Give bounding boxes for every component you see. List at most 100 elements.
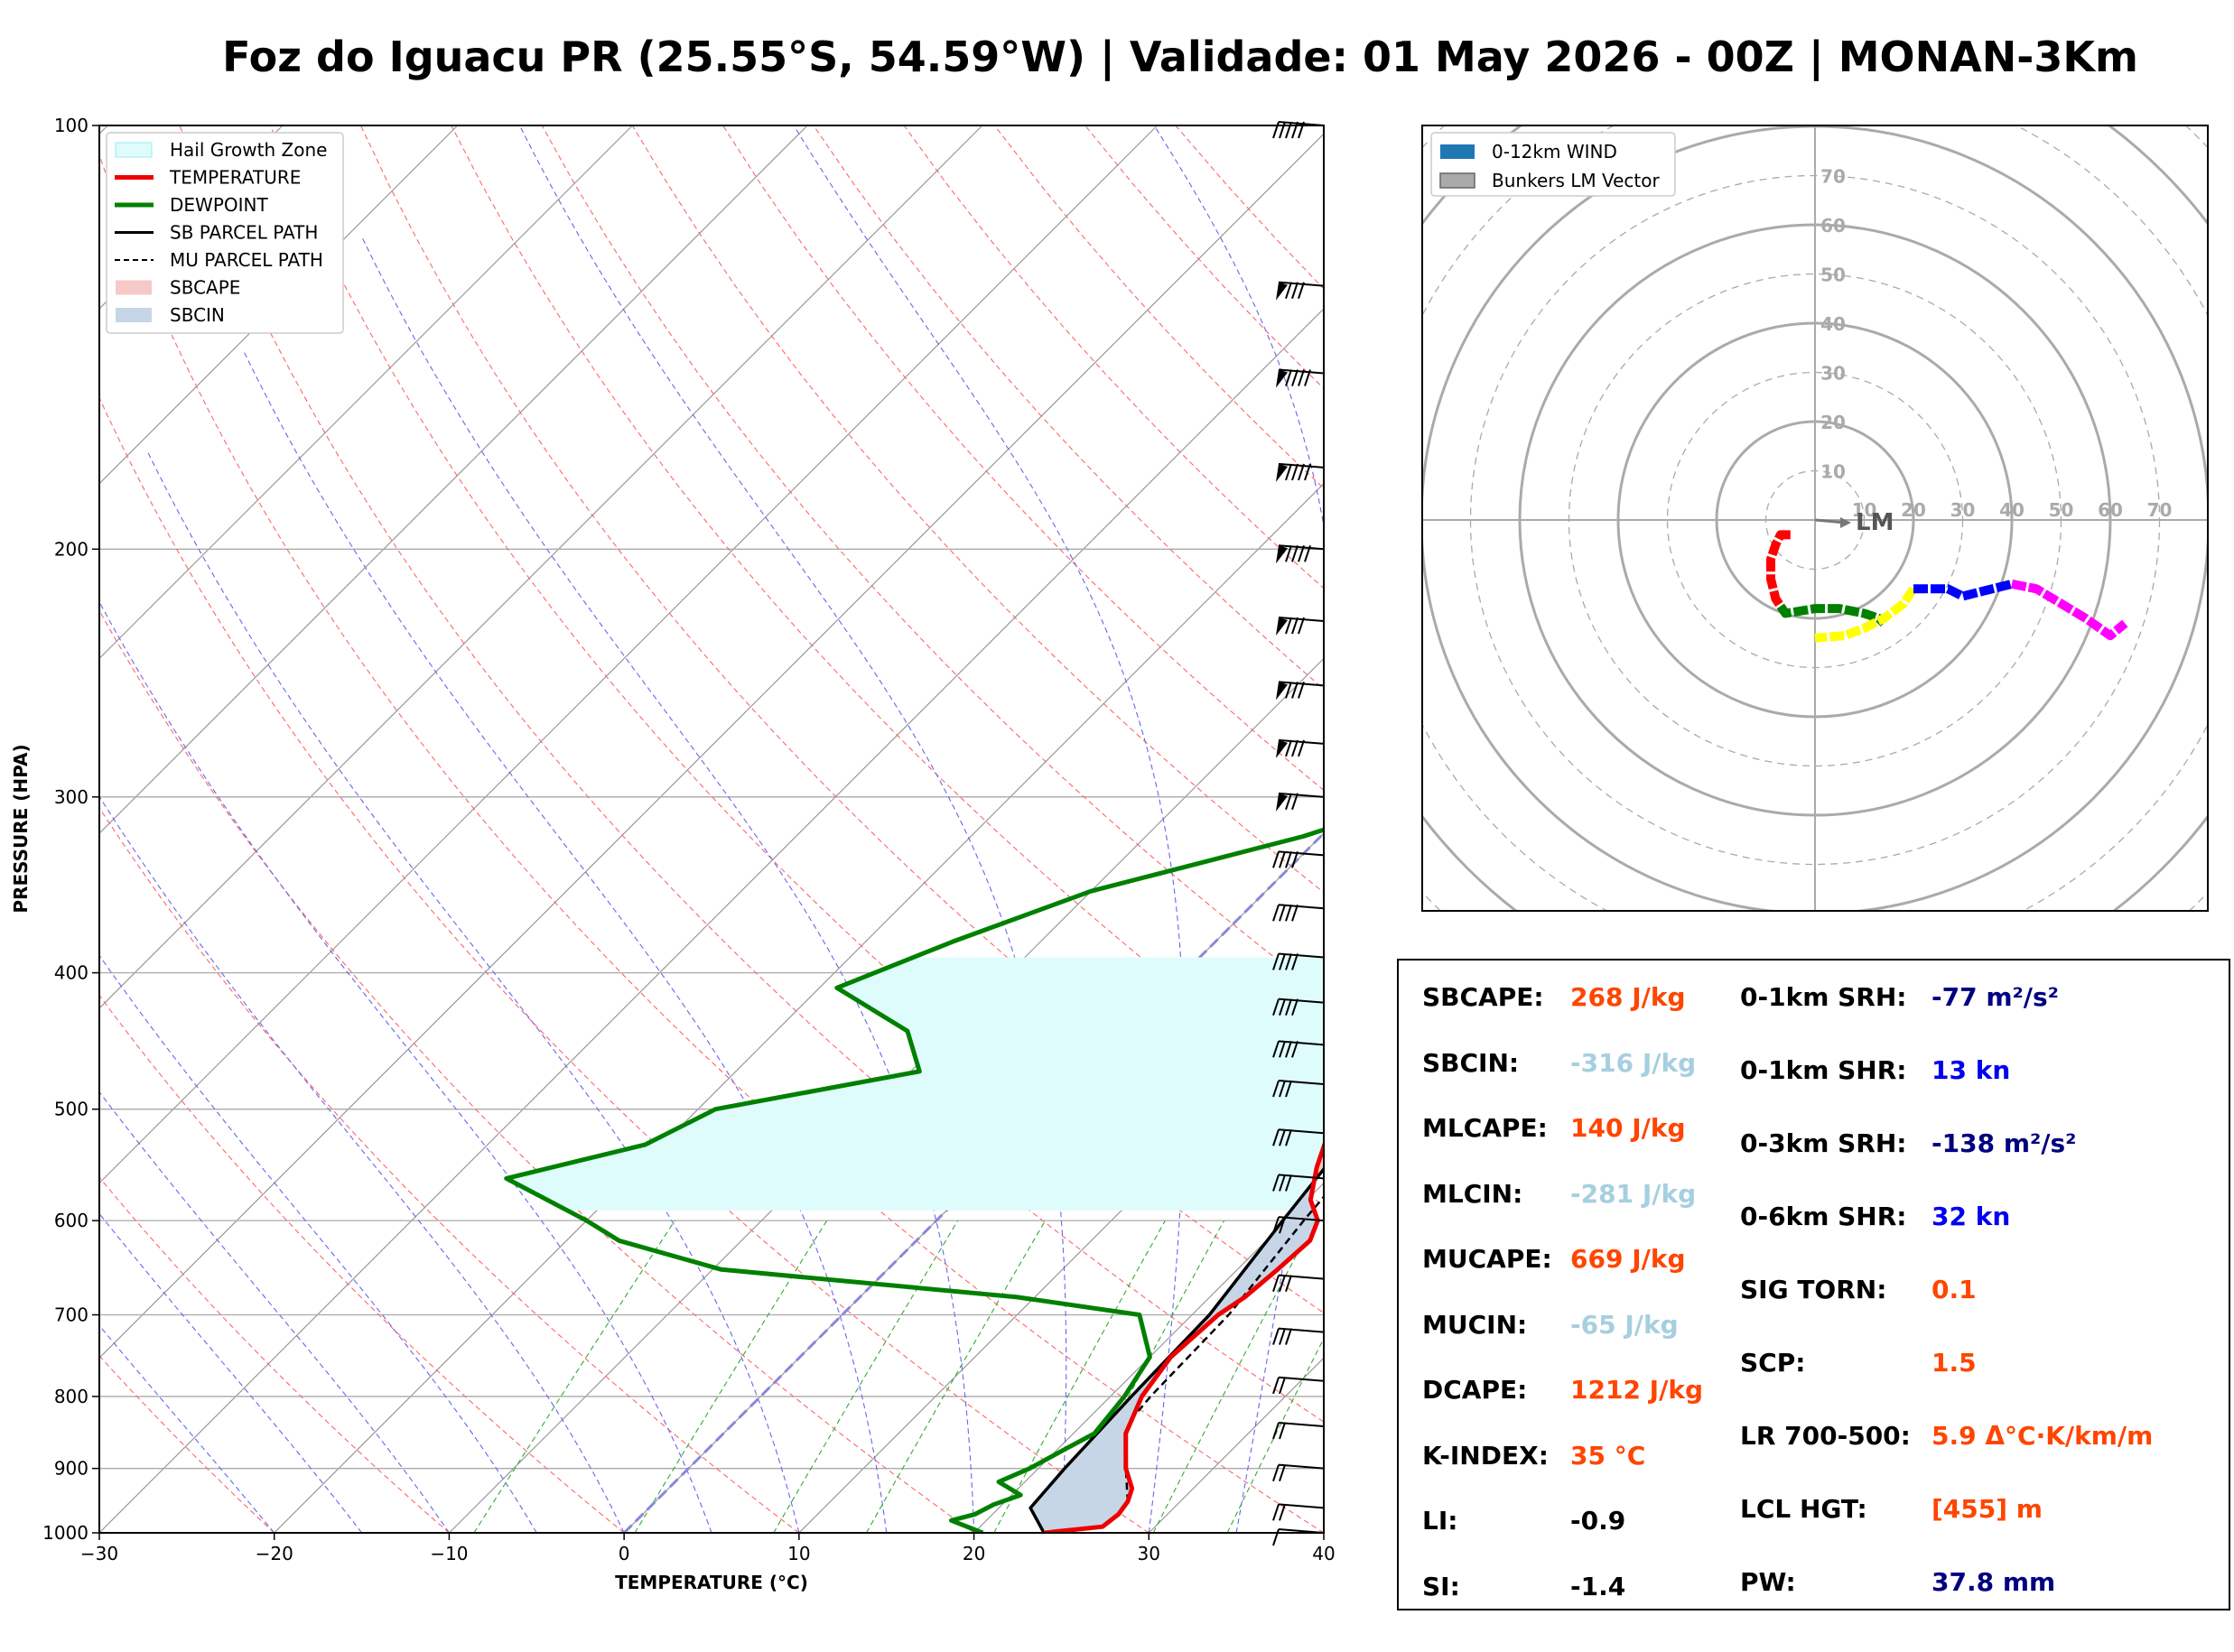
wind-barb xyxy=(1276,681,1325,701)
index-value: -138 m²/s² xyxy=(1931,1128,2077,1158)
hodo-ring-label: 40 xyxy=(1820,313,1846,335)
index-label: SIG TORN: xyxy=(1740,1275,1887,1304)
index-value: 0.1 xyxy=(1931,1275,1977,1304)
dry-adiabat xyxy=(99,396,1150,1533)
hodo-segment-3-6km xyxy=(1814,586,1918,643)
mixing-ratio-line xyxy=(1152,1220,1316,1533)
hodo-ring-label: 70 xyxy=(2147,499,2173,521)
moist-adiabat xyxy=(793,125,1186,1533)
hodo-ring xyxy=(1224,0,2234,1110)
wind-barb xyxy=(1272,1421,1325,1440)
hodo-segment-0-1km xyxy=(1766,530,1791,609)
index-value: 140 J/kg xyxy=(1570,1113,1686,1143)
index-label: 0-1km SRH: xyxy=(1740,982,1907,1012)
index-label: MLCAPE: xyxy=(1422,1113,1548,1143)
isotherm-line xyxy=(99,125,1158,1184)
x-tick-label: 40 xyxy=(1312,1543,1335,1564)
index-value: 1212 J/kg xyxy=(1570,1375,1703,1405)
x-tick-label: 20 xyxy=(963,1543,985,1564)
wind-barb xyxy=(1272,1528,1325,1546)
moist-adiabat xyxy=(99,1212,363,1533)
legend-label: MU PARCEL PATH xyxy=(170,249,323,271)
wind-barb xyxy=(1272,1040,1325,1058)
hodo-ring-label: 70 xyxy=(1820,166,1846,188)
dry-adiabat xyxy=(541,125,1324,997)
hodo-legend-label: 0-12km WIND xyxy=(1492,141,1617,162)
hodo-legend-swatch xyxy=(1440,144,1475,159)
hodo-ring-label: 10 xyxy=(1820,461,1846,483)
x-tick-label: −10 xyxy=(430,1543,468,1564)
legend-swatch xyxy=(116,280,152,295)
hodo-ring-label: 50 xyxy=(1820,265,1846,286)
isotherm-line xyxy=(449,657,1324,1533)
hodo-ring-label: 40 xyxy=(1999,499,2025,521)
dry-adiabat xyxy=(99,1355,275,1533)
hodo-ring-label: 20 xyxy=(1901,499,1926,521)
isotherm-line xyxy=(99,308,1324,1533)
isotherm-line xyxy=(99,125,983,1009)
index-label: LI: xyxy=(1422,1506,1458,1536)
hodo-legend-swatch xyxy=(1439,172,1475,189)
mixing-ratio-line xyxy=(473,1220,675,1533)
dry-adiabat xyxy=(179,125,1324,1423)
legend-label: SBCAPE xyxy=(170,277,240,299)
index-value: 669 J/kg xyxy=(1570,1244,1686,1274)
wind-barb xyxy=(1272,952,1325,970)
wind-barb xyxy=(1272,1174,1325,1192)
hodo-segment-1-3km xyxy=(1776,603,1887,627)
wind-barb xyxy=(1276,368,1325,388)
index-label: SI: xyxy=(1422,1571,1460,1601)
hodo-ring xyxy=(1422,125,2208,911)
isotherm-line xyxy=(99,125,459,485)
hodo-ring-label: 60 xyxy=(1820,215,1846,237)
y-tick-label: 800 xyxy=(54,1386,88,1407)
mixing-ratio-line xyxy=(634,1220,828,1533)
index-label: SBCIN: xyxy=(1422,1047,1520,1078)
index-value: -77 m²/s² xyxy=(1931,982,2059,1012)
x-tick-label: −20 xyxy=(256,1543,293,1564)
x-tick-label: 30 xyxy=(1138,1543,1160,1564)
zero-isotherm xyxy=(623,831,1324,1533)
lm-label: LM xyxy=(1856,509,1894,536)
temperature-line xyxy=(1043,1139,1324,1533)
index-value: [455] m xyxy=(1931,1494,2043,1524)
dry-adiabat xyxy=(451,125,1324,1101)
moist-adiabat xyxy=(99,1091,450,1533)
y-tick-label: 500 xyxy=(54,1099,88,1120)
index-value: 1.5 xyxy=(1931,1348,1977,1378)
y-tick-label: 400 xyxy=(54,962,88,984)
index-label: DCAPE: xyxy=(1422,1375,1528,1405)
sb-parcel-line xyxy=(1029,1166,1324,1533)
legend-swatch xyxy=(115,142,153,158)
hodo-ring-label: 30 xyxy=(1950,499,1976,521)
indices-panel: SBCAPE: 268 J/kg SBCIN: -316 J/kg MLCAPE: 140… xyxy=(1397,959,2230,1610)
moist-adiabat xyxy=(519,125,1067,1533)
wind-barb xyxy=(1272,1080,1325,1098)
x-tick-label: 10 xyxy=(787,1543,810,1564)
index-value: 13 kn xyxy=(1931,1055,2011,1085)
moist-adiabat xyxy=(99,954,537,1533)
isotherm-line xyxy=(99,125,633,660)
index-value: -316 J/kg xyxy=(1570,1047,1697,1078)
moist-adiabat xyxy=(244,352,888,1533)
index-value: 32 kn xyxy=(1931,1202,2011,1231)
index-value: -65 J/kg xyxy=(1570,1309,1679,1340)
index-value: -1.4 xyxy=(1570,1571,1626,1601)
dry-adiabat xyxy=(99,609,974,1533)
legend-label: DEWPOINT xyxy=(170,194,268,216)
wind-barb xyxy=(1276,281,1325,301)
isotherm-line xyxy=(99,133,1324,1360)
legend-label: Hail Growth Zone xyxy=(170,139,327,161)
dewpoint-line xyxy=(504,827,1324,1533)
index-value: 37.8 mm xyxy=(1931,1567,2056,1597)
dry-adiabat xyxy=(99,806,800,1533)
index-label: K-INDEX: xyxy=(1422,1440,1549,1471)
y-tick-label: 200 xyxy=(54,538,88,560)
wind-barb xyxy=(1272,850,1325,868)
legend-swatch xyxy=(116,308,152,322)
wind-barb xyxy=(1272,121,1325,139)
mixing-ratio-line xyxy=(773,1220,959,1533)
hodo-ring-label: 30 xyxy=(1820,363,1846,385)
index-label: PW: xyxy=(1740,1567,1796,1597)
